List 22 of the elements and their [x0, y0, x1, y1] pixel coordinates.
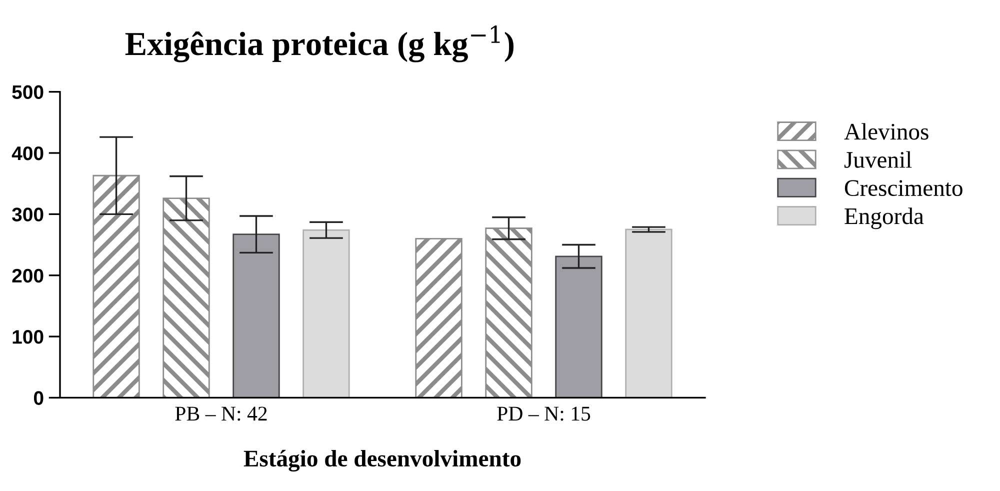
bar	[625, 228, 672, 398]
y-tick-label: 400	[12, 146, 44, 160]
x-tick-label: PB – N: 42	[175, 406, 267, 421]
y-tick-label: 200	[12, 268, 44, 283]
bar	[485, 228, 532, 398]
bar	[302, 229, 350, 398]
y-tick-label: 500	[12, 85, 44, 100]
x-axis-title: Estágio de desenvolvimento	[244, 450, 521, 472]
bar	[92, 174, 140, 398]
legend-label: Juvenil	[844, 151, 912, 168]
legend-label: Engorda	[844, 208, 924, 230]
legend-label: Alevinos	[844, 123, 928, 140]
bar	[555, 256, 602, 398]
bar	[232, 234, 280, 398]
bar	[415, 238, 462, 398]
y-tick-label: 0	[34, 391, 44, 405]
chart-title: Exigência proteica (g kg$^{−1}$)	[125, 26, 514, 62]
y-tick-label: 300	[12, 208, 44, 222]
legend-label: Crescimento	[844, 180, 962, 196]
y-tick-label: 100	[12, 330, 44, 344]
bar	[162, 198, 210, 398]
x-tick-label: PD – N: 15	[497, 406, 590, 421]
